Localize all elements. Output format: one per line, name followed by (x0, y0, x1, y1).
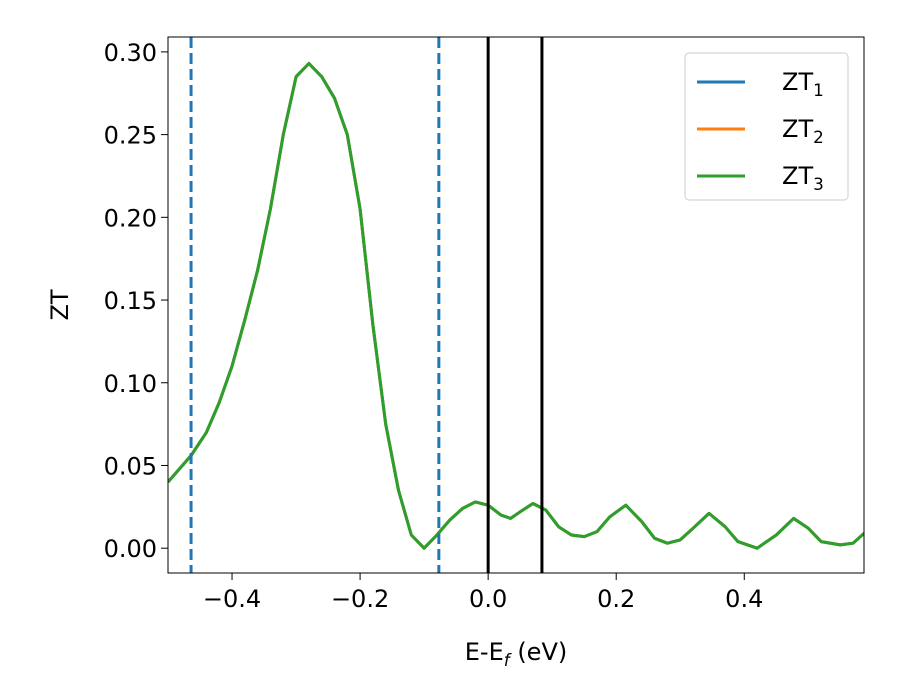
y-tick-label: 0.15 (104, 287, 157, 315)
legend-label: ZT1 (782, 68, 824, 100)
plot-frame (167, 36, 865, 574)
legend-label: ZT3 (782, 162, 824, 194)
y-tick-label: 0.25 (104, 122, 157, 150)
legend-label: ZT2 (782, 115, 824, 147)
y-tick-label: 0.05 (104, 452, 157, 480)
legend-frame (684, 52, 849, 201)
x-tick-label: −0.2 (331, 585, 389, 613)
x-tick-label: 0.4 (725, 585, 763, 613)
y-axis-label: ZT (46, 289, 74, 320)
plot (168, 62, 864, 550)
x-tick-label: 0.2 (597, 585, 635, 613)
y-tick-label: 0.10 (104, 370, 157, 398)
x-axis-label: E-Ef (eV) (465, 638, 567, 670)
y-tick-label: 0.20 (104, 204, 157, 232)
y-tick-label: 0.30 (104, 39, 157, 67)
x-tick-label: 0.0 (469, 585, 507, 613)
line-series (168, 62, 864, 550)
y-tick-label: 0.00 (104, 535, 157, 563)
legend: ZT1 ZT2 ZT3 (684, 52, 849, 201)
x-tick-label: −0.4 (203, 585, 261, 613)
